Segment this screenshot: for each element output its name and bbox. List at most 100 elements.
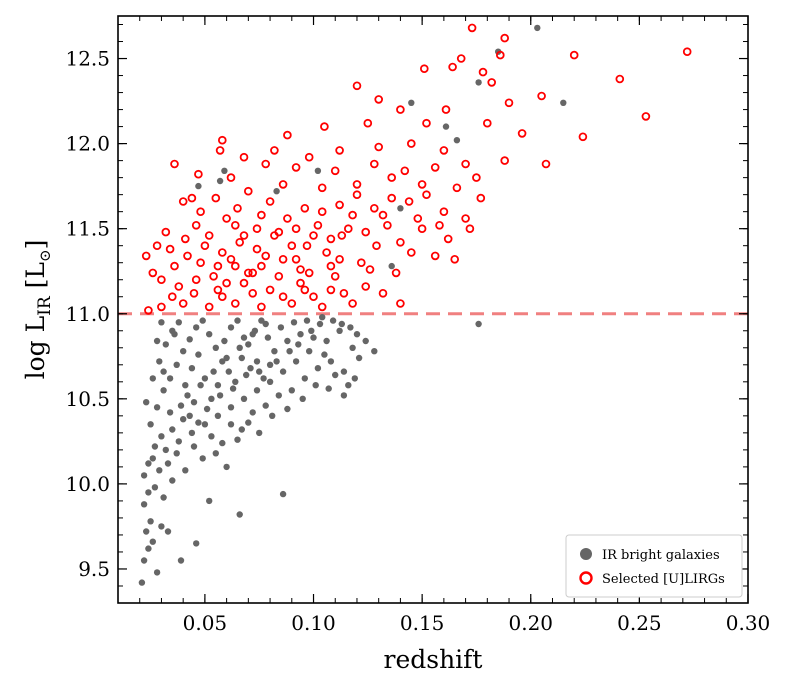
ir-bright-point-51 bbox=[175, 438, 182, 445]
ir-bright-point-54 bbox=[147, 421, 154, 428]
ir-bright-point-106 bbox=[169, 426, 176, 433]
ulirg-point-154 bbox=[335, 254, 344, 264]
ir-bright-point-139 bbox=[186, 412, 193, 419]
ulirg-point-8 bbox=[478, 67, 488, 77]
ulirg-point-102 bbox=[239, 278, 249, 288]
ulirg-point-27 bbox=[406, 139, 416, 148]
ulirg-point-49 bbox=[387, 173, 397, 182]
ir-bright-point-95 bbox=[214, 382, 222, 389]
ulirg-point-25 bbox=[578, 132, 588, 142]
ir-bright-point-105 bbox=[180, 416, 187, 423]
ir-bright-point-167 bbox=[388, 262, 395, 270]
ir-bright-point-92 bbox=[195, 351, 202, 358]
ir-bright-point-19 bbox=[156, 467, 163, 474]
ulirg-point-143 bbox=[396, 238, 405, 247]
ir-bright-point-64 bbox=[212, 344, 219, 351]
ir-bright-point-144 bbox=[243, 371, 250, 379]
ulirg-point-87 bbox=[450, 254, 460, 264]
ulirg-point-83 bbox=[337, 231, 347, 240]
ir-bright-point-23 bbox=[190, 443, 198, 450]
ulirg-point-72 bbox=[252, 224, 262, 234]
ir-bright-point-91 bbox=[188, 365, 196, 372]
ulirg-point-97 bbox=[141, 251, 151, 261]
ir-bright-point-40 bbox=[323, 337, 330, 345]
ulirg-point-68 bbox=[383, 221, 392, 230]
ir-bright-point-129 bbox=[355, 354, 363, 362]
ulirg-point-95 bbox=[170, 261, 179, 271]
ulirg-point-45 bbox=[541, 159, 551, 169]
x-tick-label: 0.10 bbox=[291, 611, 336, 635]
ir-bright-point-17 bbox=[160, 494, 167, 501]
ulirg-point-19 bbox=[363, 118, 373, 128]
ir-bright-point-89 bbox=[175, 319, 182, 326]
ulirg-point-82 bbox=[302, 241, 312, 251]
ir-bright-point-142 bbox=[216, 392, 224, 399]
ulirg-point-142 bbox=[365, 265, 375, 274]
ulirg-point-71 bbox=[283, 214, 292, 223]
ulirg-point-44 bbox=[500, 156, 510, 165]
ir-bright-point-58 bbox=[173, 361, 180, 368]
ulirg-point-103 bbox=[265, 285, 275, 295]
ir-bright-point-14 bbox=[140, 501, 148, 508]
y-tick-label: 12.0 bbox=[65, 132, 110, 156]
ir-bright-point-53 bbox=[149, 455, 156, 462]
ir-bright-point-131 bbox=[340, 392, 348, 399]
ir-bright-point-15 bbox=[145, 489, 152, 496]
ulirg-point-4 bbox=[448, 62, 457, 72]
ulirg-point-5 bbox=[419, 64, 429, 73]
ir-bright-point-63 bbox=[206, 331, 213, 338]
ir-bright-point-21 bbox=[173, 450, 180, 457]
ir-bright-point-39 bbox=[336, 327, 343, 334]
ir-bright-point-44 bbox=[266, 378, 274, 385]
ir-bright-point-2 bbox=[145, 545, 152, 552]
ir-bright-point-117 bbox=[249, 331, 256, 338]
ir-bright-point-110 bbox=[140, 472, 148, 479]
ir-bright-point-59 bbox=[180, 348, 187, 355]
ir-bright-point-109 bbox=[145, 460, 152, 467]
ulirg-point-135 bbox=[274, 227, 284, 237]
ir-bright-point-168 bbox=[397, 205, 404, 212]
ulirg-point-122 bbox=[309, 292, 318, 302]
ulirg-point-20 bbox=[320, 122, 329, 131]
ulirg-point-78 bbox=[181, 234, 190, 244]
ulirg-point-69 bbox=[348, 210, 357, 220]
ir-bright-point-151 bbox=[329, 317, 337, 324]
ir-bright-point-87 bbox=[162, 341, 169, 348]
ulirg-point-119 bbox=[218, 292, 227, 302]
ir-bright-point-45 bbox=[253, 387, 261, 394]
ir-bright-point-102 bbox=[260, 375, 267, 382]
ulirg-point-94 bbox=[196, 258, 205, 268]
ulirg-point-141 bbox=[330, 271, 340, 281]
ir-bright-point-50 bbox=[188, 429, 196, 437]
ulirg-point-116 bbox=[144, 306, 153, 315]
legend-marker-selected-ulirgs bbox=[579, 571, 593, 585]
ir-bright-point-35 bbox=[327, 358, 335, 365]
ir-bright-point-73 bbox=[271, 348, 278, 355]
ir-bright-point-49 bbox=[201, 421, 209, 428]
ulirg-point-67 bbox=[413, 214, 423, 223]
ir-bright-point-82 bbox=[332, 371, 339, 379]
ulirg-point-90 bbox=[326, 261, 336, 271]
ir-bright-point-36 bbox=[340, 368, 348, 375]
ulirg-point-0 bbox=[467, 23, 477, 33]
y-tick-label: 10.5 bbox=[65, 387, 110, 411]
ulirg-point-130 bbox=[252, 244, 262, 254]
ir-bright-point-57 bbox=[166, 375, 174, 382]
ulirg-point-134 bbox=[309, 231, 318, 240]
ulirg-point-51 bbox=[317, 183, 327, 193]
ulirg-point-46 bbox=[472, 173, 481, 182]
y-axis-title-unit-symbol: ⊙ bbox=[36, 249, 54, 262]
ulirg-point-114 bbox=[178, 299, 188, 308]
ulirg-point-39 bbox=[330, 166, 340, 176]
ir-bright-point-81 bbox=[321, 351, 328, 358]
ulirg-point-86 bbox=[430, 251, 440, 261]
ir-bright-point-118 bbox=[262, 320, 269, 328]
ulirg-point-41 bbox=[400, 166, 410, 176]
ir-bright-point-141 bbox=[203, 405, 211, 413]
ulirg-point-146 bbox=[435, 221, 444, 230]
ulirg-point-113 bbox=[204, 302, 214, 312]
ir-bright-point-90 bbox=[182, 382, 189, 389]
ulirg-point-158 bbox=[422, 190, 431, 200]
ir-bright-point-97 bbox=[227, 324, 235, 331]
